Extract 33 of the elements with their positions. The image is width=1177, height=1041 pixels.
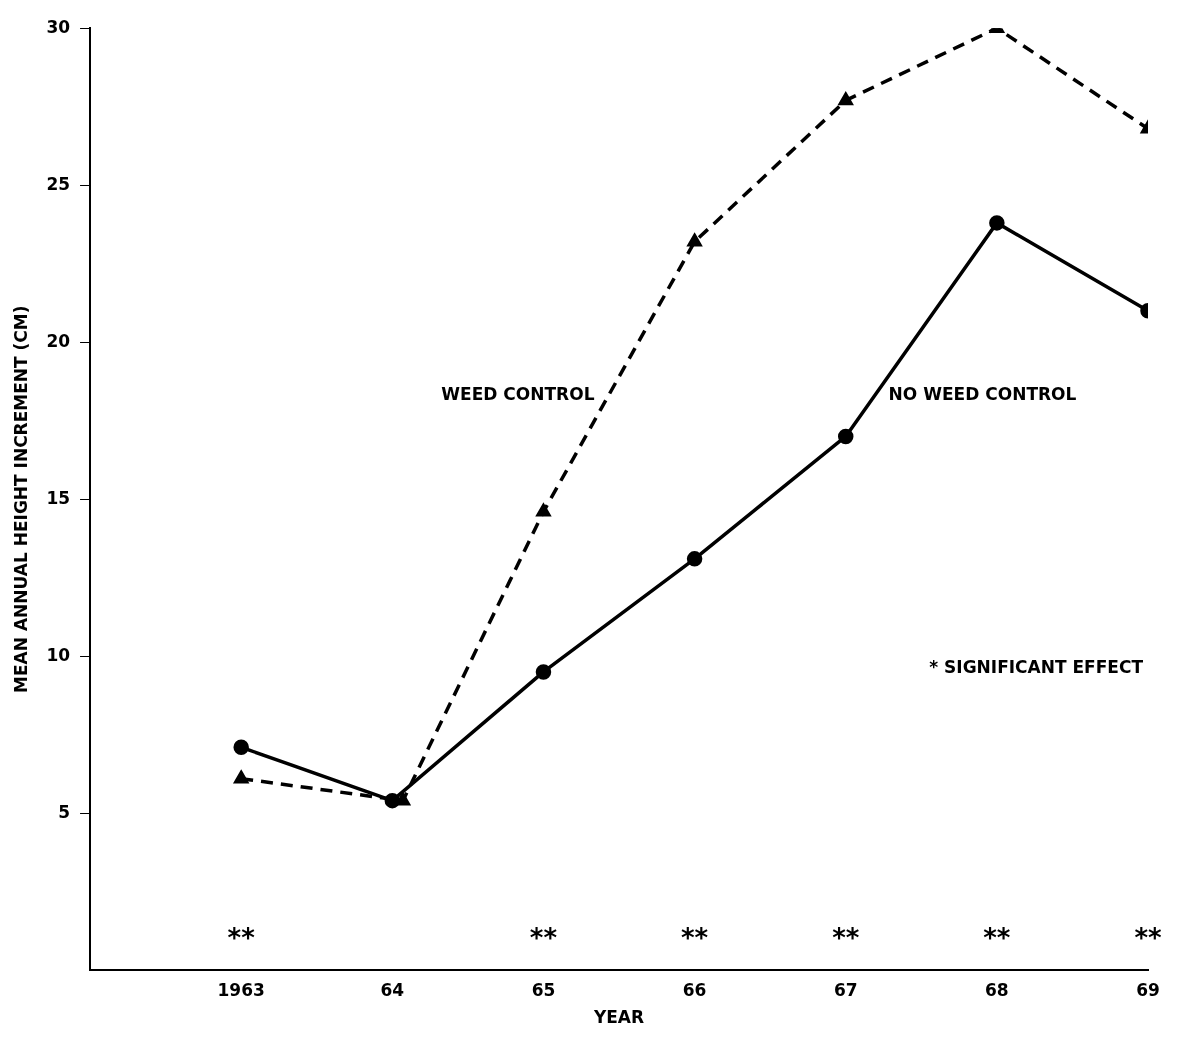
series-label: WEED CONTROL (441, 384, 595, 404)
point (838, 92, 853, 106)
y-axis-title: MEAN ANNUAL HEIGHT INCREMENT (CM) (10, 305, 31, 693)
x-tick-label: 69 (1136, 979, 1160, 1000)
point (233, 739, 249, 756)
annotation: ** (832, 922, 860, 953)
point (234, 770, 249, 784)
annotation: ** (680, 922, 709, 953)
y-tick-label: 25 (46, 173, 71, 194)
point (536, 504, 551, 517)
point (687, 233, 702, 247)
x-tick-label: 64 (380, 979, 405, 1000)
point (686, 551, 703, 567)
x-axis-title: YEAR (592, 1007, 645, 1028)
series-label: NO WEED CONTROL (888, 384, 1077, 404)
x-tick-label: 68 (985, 979, 1009, 1000)
point (989, 215, 1005, 231)
annotation: * SIGNIFICANT EFFECT (929, 657, 1144, 678)
y-tick-label: 15 (46, 487, 71, 508)
annotation: ** (1134, 922, 1162, 953)
y-tick-label: 10 (46, 644, 71, 665)
annotation: ** (529, 922, 558, 953)
y-tick-label: 30 (46, 16, 71, 37)
x-tick-label: 67 (833, 979, 858, 1000)
x-tick-label: 65 (531, 979, 556, 1000)
point (535, 664, 552, 680)
annotation: ** (227, 922, 256, 953)
annotation: ** (983, 922, 1011, 953)
y-tick-label: 20 (46, 330, 71, 351)
point (837, 428, 854, 445)
x-tick-label: 1963 (217, 979, 265, 1000)
x-tick-label: 66 (682, 979, 707, 1000)
y-tick-label: 5 (58, 801, 71, 822)
